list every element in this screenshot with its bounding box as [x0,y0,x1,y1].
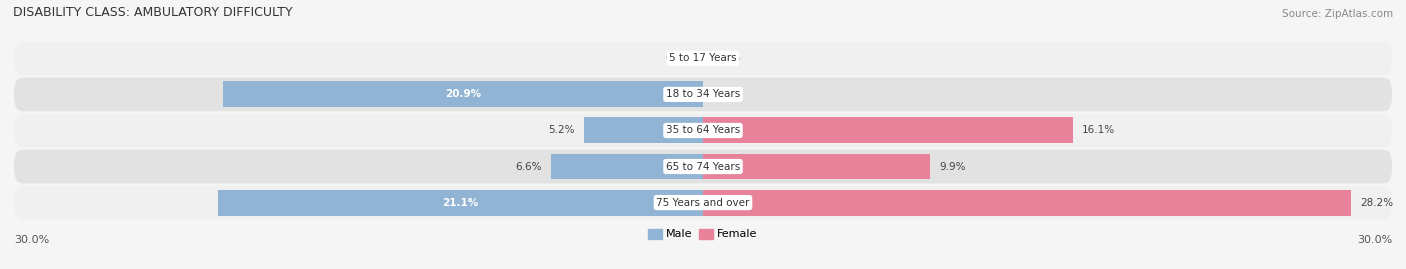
FancyBboxPatch shape [14,41,1392,75]
Bar [224,82,703,107]
Text: 20.9%: 20.9% [444,89,481,100]
FancyBboxPatch shape [14,114,1392,147]
Text: 30.0%: 30.0% [14,235,49,245]
Text: 9.9%: 9.9% [939,161,966,172]
Text: 5 to 17 Years: 5 to 17 Years [669,53,737,63]
FancyBboxPatch shape [14,150,1392,183]
Text: 65 to 74 Years: 65 to 74 Years [666,161,740,172]
Text: 30.0%: 30.0% [1357,235,1392,245]
Text: 0.0%: 0.0% [665,53,692,63]
Bar [703,154,931,179]
Bar [551,154,703,179]
Text: 6.6%: 6.6% [516,161,543,172]
Text: 0.0%: 0.0% [714,89,741,100]
Bar [703,190,1351,215]
Text: 0.0%: 0.0% [714,53,741,63]
FancyBboxPatch shape [14,186,1392,220]
Legend: Male, Female: Male, Female [644,224,762,244]
Text: Source: ZipAtlas.com: Source: ZipAtlas.com [1282,9,1393,19]
Text: 35 to 64 Years: 35 to 64 Years [666,125,740,136]
Text: 18 to 34 Years: 18 to 34 Years [666,89,740,100]
Text: 16.1%: 16.1% [1083,125,1115,136]
Text: 21.1%: 21.1% [443,197,479,208]
Text: 75 Years and over: 75 Years and over [657,197,749,208]
Bar [583,118,703,143]
Bar [703,118,1073,143]
FancyBboxPatch shape [14,77,1392,111]
Text: 5.2%: 5.2% [548,125,575,136]
Bar [218,190,703,215]
Text: DISABILITY CLASS: AMBULATORY DIFFICULTY: DISABILITY CLASS: AMBULATORY DIFFICULTY [13,6,292,19]
Text: 28.2%: 28.2% [1360,197,1393,208]
